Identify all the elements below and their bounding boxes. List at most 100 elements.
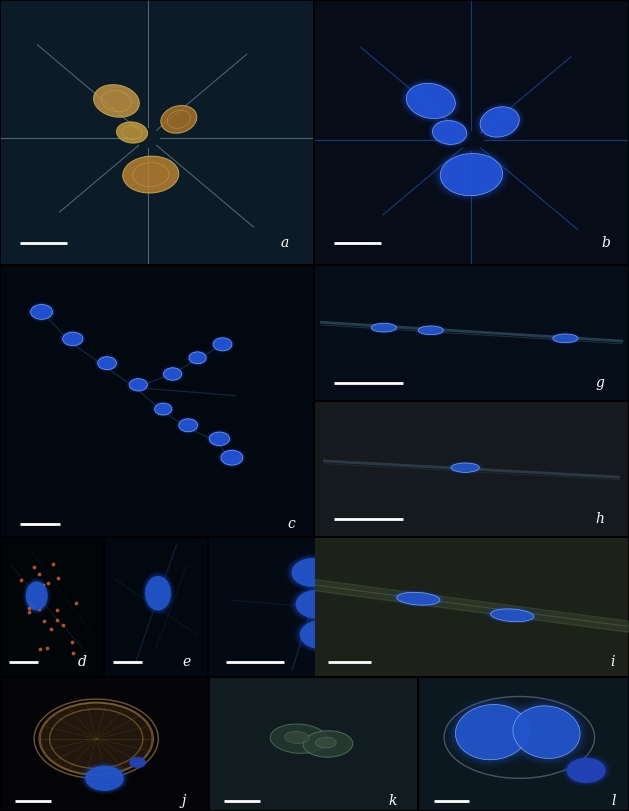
Ellipse shape [417, 325, 445, 335]
Text: h: h [596, 512, 604, 526]
Ellipse shape [94, 84, 140, 118]
Ellipse shape [163, 367, 182, 380]
Ellipse shape [97, 356, 117, 370]
Ellipse shape [454, 703, 531, 762]
Circle shape [563, 756, 610, 785]
Circle shape [299, 620, 343, 649]
Ellipse shape [188, 351, 207, 364]
Circle shape [292, 559, 334, 586]
Ellipse shape [153, 402, 174, 416]
Circle shape [565, 757, 607, 783]
Ellipse shape [129, 379, 147, 391]
Circle shape [566, 757, 606, 783]
Ellipse shape [431, 120, 468, 145]
Ellipse shape [177, 418, 199, 433]
Ellipse shape [369, 323, 399, 333]
Ellipse shape [449, 700, 535, 765]
Ellipse shape [433, 121, 467, 144]
Text: g: g [596, 375, 604, 389]
Point [67, 636, 77, 649]
Circle shape [26, 582, 47, 610]
Ellipse shape [128, 378, 148, 392]
Circle shape [24, 579, 49, 613]
Point [48, 557, 58, 570]
Ellipse shape [189, 351, 207, 364]
Ellipse shape [405, 82, 457, 119]
Ellipse shape [487, 607, 538, 623]
Ellipse shape [97, 357, 116, 370]
Circle shape [26, 581, 48, 611]
Point [43, 577, 53, 590]
Ellipse shape [477, 105, 521, 139]
Circle shape [296, 618, 347, 651]
Ellipse shape [511, 704, 582, 760]
Point [35, 642, 45, 655]
Text: f: f [381, 655, 386, 669]
Ellipse shape [62, 332, 84, 346]
Text: j: j [181, 794, 186, 808]
Circle shape [143, 573, 172, 612]
Ellipse shape [178, 418, 198, 432]
Circle shape [130, 757, 146, 768]
Ellipse shape [284, 732, 309, 744]
Ellipse shape [189, 352, 206, 364]
Ellipse shape [209, 431, 230, 446]
Ellipse shape [371, 324, 396, 332]
Text: a: a [281, 236, 289, 250]
Circle shape [291, 587, 343, 621]
Point [53, 571, 63, 584]
Ellipse shape [155, 403, 172, 415]
Ellipse shape [418, 326, 443, 335]
Ellipse shape [396, 592, 441, 606]
Ellipse shape [553, 334, 578, 343]
Ellipse shape [270, 724, 328, 753]
Ellipse shape [418, 326, 444, 335]
Ellipse shape [394, 591, 442, 606]
Point [34, 603, 44, 616]
Circle shape [84, 765, 125, 792]
Ellipse shape [187, 351, 208, 365]
Ellipse shape [397, 592, 440, 605]
Text: l: l [611, 794, 616, 808]
Ellipse shape [162, 367, 183, 381]
Text: k: k [388, 794, 396, 808]
Ellipse shape [552, 334, 579, 343]
Ellipse shape [403, 81, 459, 121]
Ellipse shape [513, 706, 580, 758]
Ellipse shape [96, 355, 118, 371]
Circle shape [86, 766, 123, 790]
Circle shape [564, 757, 608, 784]
Ellipse shape [154, 403, 172, 415]
Circle shape [296, 590, 338, 618]
Point [28, 600, 38, 613]
Ellipse shape [435, 150, 508, 200]
Ellipse shape [393, 591, 443, 607]
Point [25, 605, 35, 618]
Ellipse shape [116, 122, 148, 143]
Ellipse shape [220, 449, 244, 466]
Point [34, 568, 44, 581]
Point [71, 597, 81, 610]
Circle shape [25, 580, 48, 612]
Ellipse shape [450, 463, 480, 473]
Ellipse shape [30, 303, 54, 320]
Ellipse shape [451, 702, 533, 763]
Ellipse shape [61, 331, 85, 347]
Circle shape [567, 758, 605, 783]
Ellipse shape [491, 609, 534, 622]
Point [39, 615, 49, 628]
Ellipse shape [451, 463, 479, 472]
Ellipse shape [440, 153, 503, 195]
Ellipse shape [450, 462, 481, 473]
Ellipse shape [219, 449, 245, 466]
Ellipse shape [479, 106, 520, 138]
Text: d: d [78, 655, 87, 669]
Ellipse shape [213, 337, 233, 351]
Point [25, 596, 35, 609]
Ellipse shape [550, 333, 580, 344]
Ellipse shape [62, 332, 84, 346]
Ellipse shape [129, 379, 148, 391]
Ellipse shape [477, 104, 523, 139]
Ellipse shape [488, 608, 537, 623]
Point [47, 622, 57, 635]
